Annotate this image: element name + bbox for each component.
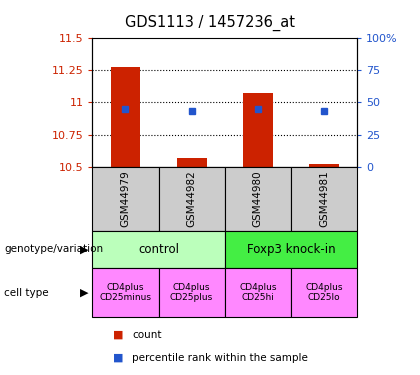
Text: GSM44982: GSM44982 [186, 170, 197, 227]
Text: ■: ■ [113, 352, 124, 363]
Text: ▶: ▶ [80, 244, 88, 254]
Bar [92, 268, 159, 317]
Bar [291, 167, 357, 231]
Bar [225, 268, 291, 317]
Bar [159, 167, 225, 231]
Bar [225, 167, 291, 231]
Text: percentile rank within the sample: percentile rank within the sample [132, 352, 308, 363]
Text: ■: ■ [113, 330, 124, 340]
Bar [92, 231, 225, 268]
Text: CD4plus
CD25lo: CD4plus CD25lo [305, 283, 343, 302]
Text: GSM44981: GSM44981 [319, 170, 329, 227]
Bar [159, 268, 225, 317]
Bar [291, 268, 357, 317]
Bar [177, 158, 207, 167]
Bar [92, 167, 159, 231]
Text: CD4plus
CD25plus: CD4plus CD25plus [170, 283, 213, 302]
Bar [225, 231, 357, 268]
Text: count: count [132, 330, 162, 340]
Bar [309, 164, 339, 167]
Bar [110, 67, 140, 167]
Text: control: control [138, 243, 179, 256]
Text: GSM44979: GSM44979 [121, 170, 131, 227]
Text: ▶: ▶ [80, 288, 88, 297]
Text: GDS1113 / 1457236_at: GDS1113 / 1457236_at [125, 15, 295, 31]
Text: CD4plus
CD25minus: CD4plus CD25minus [100, 283, 152, 302]
Text: GSM44980: GSM44980 [253, 170, 263, 227]
Bar [243, 93, 273, 167]
Text: cell type: cell type [4, 288, 49, 297]
Text: Foxp3 knock-in: Foxp3 knock-in [247, 243, 335, 256]
Text: genotype/variation: genotype/variation [4, 244, 103, 254]
Text: CD4plus
CD25hi: CD4plus CD25hi [239, 283, 276, 302]
